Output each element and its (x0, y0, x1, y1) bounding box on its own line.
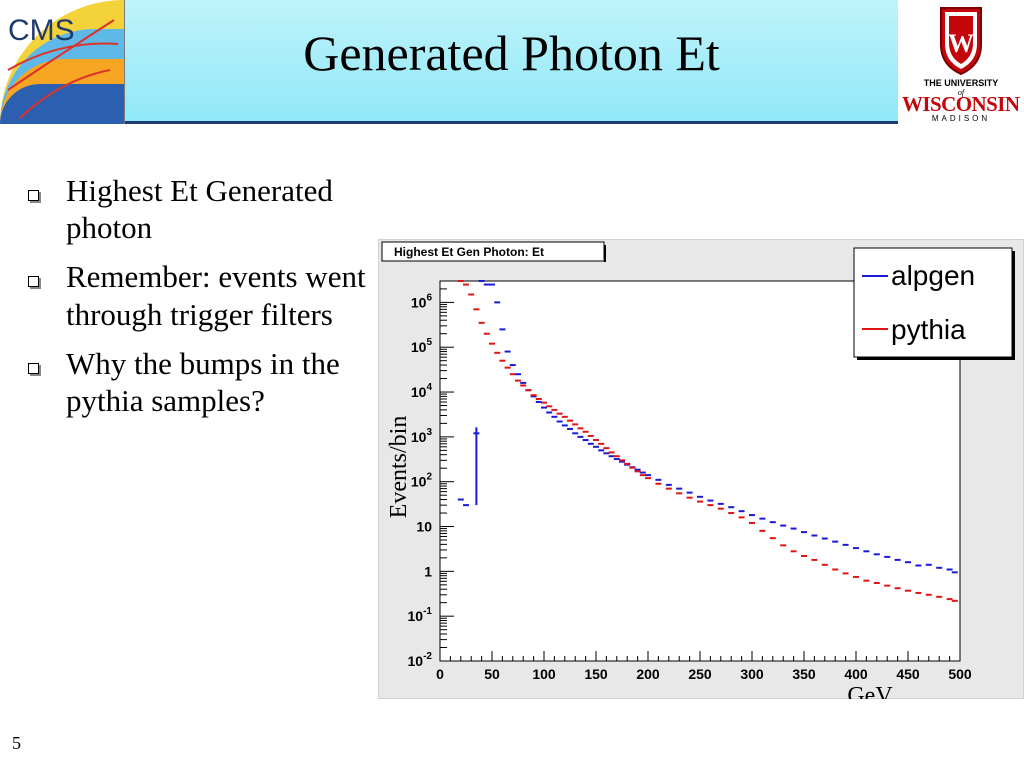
bullet-square-icon (28, 362, 39, 374)
y-tick-label: 105 (411, 337, 433, 355)
bullet-text: Why the bumps in the pythia samples? (66, 345, 340, 418)
legend: alpgen pythia (853, 247, 1015, 360)
y-tick-label: 102 (411, 472, 433, 490)
x-tick-label: 500 (948, 666, 972, 682)
y-tick-label: 106 (411, 292, 433, 310)
uw-logo-sub-text: MADISON (932, 114, 990, 123)
bullet-text: Remember: events went through trigger fi… (66, 259, 366, 332)
uw-logo-main-text: WISCONSIN (902, 92, 1020, 116)
y-axis-label: Events/bin (386, 416, 412, 519)
uw-logo-top-text: THE UNIVERSITY (924, 78, 999, 88)
bullet-item: Highest Et Generated photon (28, 172, 378, 246)
x-tick-label: 100 (532, 666, 556, 682)
x-tick-label: 200 (636, 666, 660, 682)
bullet-text: Highest Et Generated photon (66, 173, 333, 246)
x-axis-label: GeV (847, 683, 893, 699)
svg-text:W: W (948, 29, 974, 58)
y-tick-label: 103 (411, 427, 433, 445)
x-tick-label: 0 (436, 666, 444, 682)
x-tick-label: 450 (896, 666, 920, 682)
bullet-square-icon (28, 190, 39, 201)
slide-title: Generated Photon Et (303, 25, 720, 81)
bullet-item: Remember: events went through trigger fi… (28, 258, 378, 332)
bullet-item: Why the bumps in the pythia samples? (28, 345, 378, 419)
x-tick-label: 250 (688, 666, 712, 682)
x-tick-label: 150 (584, 666, 608, 682)
y-tick-label: 10-1 (408, 606, 433, 624)
uw-crest-graphic: W THE UNIVERSITY of WISCONSIN MADISON (902, 7, 1020, 123)
histogram-panel: 10-2 10-1 1 10 102 103 104 105 106 0 50 100 150 200 2… (377, 238, 1024, 709)
uw-madison-logo: W THE UNIVERSITY of WISCONSIN MADISON (898, 0, 1024, 124)
cms-logo: CMS (0, 0, 125, 124)
x-tick-label: 400 (844, 666, 868, 682)
x-tick-label: 300 (740, 666, 764, 682)
y-tick-label: 104 (411, 382, 433, 400)
bullet-list: Highest Et Generated photon Remember: ev… (28, 172, 378, 431)
x-tick-label: 50 (484, 666, 500, 682)
page-number: 5 (12, 733, 21, 753)
cms-logo-text: CMS (8, 14, 75, 47)
legend-label-pythia: pythia (891, 314, 966, 345)
title-banner (0, 0, 1024, 124)
uw-logo-of-text: of (958, 88, 966, 97)
legend-label-alpgen: alpgen (891, 260, 975, 291)
x-tick-label: 350 (792, 666, 816, 682)
bullet-square-icon (28, 276, 39, 288)
cms-logo-graphic: CMS (0, 0, 124, 124)
chart-title: Highest Et Gen Photon: Et (394, 245, 544, 259)
title-underline (124, 121, 899, 124)
y-tick-label: 10-2 (408, 651, 433, 669)
et-histogram-chart: 10-2 10-1 1 10 102 103 104 105 106 0 50 100 150 200 2… (377, 238, 1024, 709)
y-tick-label: 1 (424, 563, 432, 579)
y-tick-label: 10 (416, 519, 432, 535)
